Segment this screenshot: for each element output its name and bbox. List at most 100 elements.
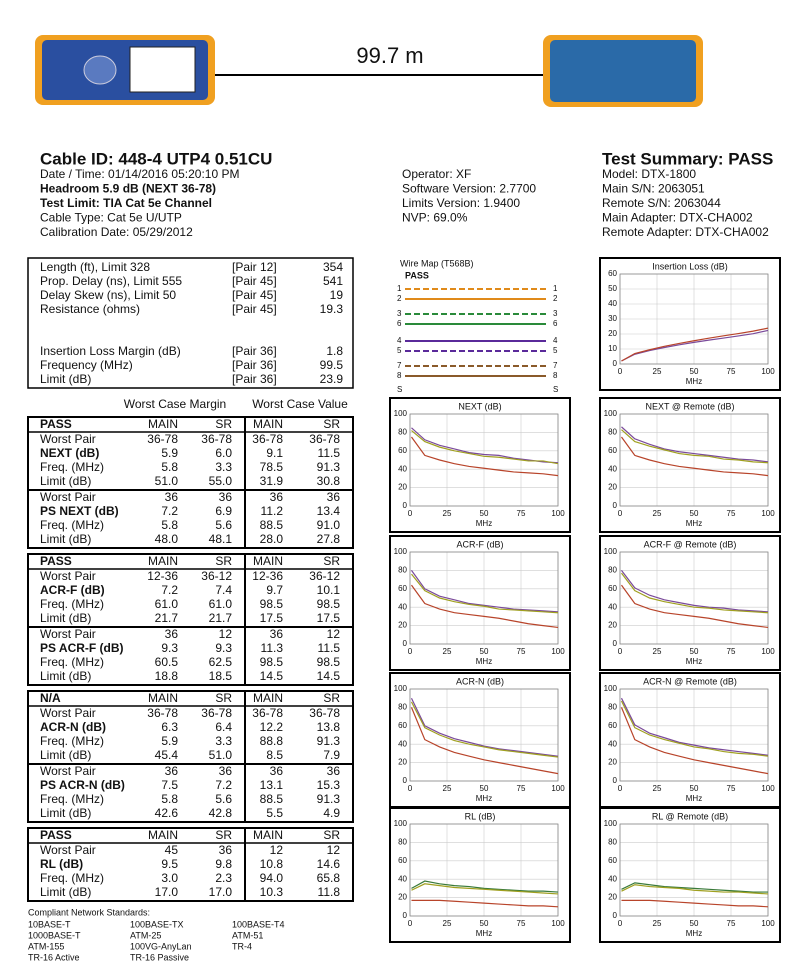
cell-value: 91.3 [317,460,341,474]
x-tick-label: 100 [761,919,775,928]
cell-value: 12 [219,627,233,641]
cell-value: 12-36 [147,569,178,583]
pin-label: S [397,385,402,394]
cell-value: 36 [219,490,233,504]
main-device [35,35,215,105]
series-line [410,584,559,629]
y-tick-label: 0 [613,639,618,648]
cell-value: 18.8 [155,669,179,683]
y-tick-label: 20 [608,621,617,630]
x-tick-label: 0 [408,919,413,928]
y-tick-label: 20 [398,893,407,902]
pair-label: [Pair 45] [232,302,277,316]
row-label: Limit (dB) [40,806,91,820]
cell-value: 36 [219,843,233,857]
row-label: Worst Pair [40,569,96,583]
row-value: 354 [323,260,343,274]
section-box [27,553,354,686]
row-label: PS NEXT (dB) [40,504,119,518]
cell-value: 65.8 [317,871,341,885]
cell-value: 7.2 [161,583,178,597]
cell-value: 4.9 [323,806,340,820]
chart-box [389,672,571,808]
plot-frame [409,551,559,645]
x-axis-label: MHz [476,657,492,666]
series-line [410,570,559,613]
chart-title: RL (dB) [465,811,496,821]
pair-label: [Pair 36] [232,358,277,372]
pin-label: 2 [553,294,558,303]
row-label: Worst Pair [40,706,96,720]
cell-value: 94.0 [260,871,284,885]
column-label: MAIN [148,554,178,568]
chart-box [599,672,781,808]
row-label: Limit (dB) [40,611,91,625]
y-tick-label: 80 [398,703,407,712]
y-tick-label: 30 [608,314,617,323]
row-label: Frequency (MHz) [40,358,133,372]
x-tick-label: 75 [727,919,736,928]
y-tick-label: 80 [608,838,617,847]
pin-label: 2 [397,294,402,303]
cell-value: 36-78 [252,706,283,720]
pin-label: 5 [397,346,402,355]
chart-box [389,535,571,671]
cell-value: 17.0 [209,885,233,899]
y-tick-label: 20 [608,483,617,492]
cell-value: 42.6 [155,806,179,820]
cell-value: 10.3 [260,885,284,899]
cell-value: 13.4 [317,504,341,518]
x-tick-label: 0 [408,509,413,518]
series-line [621,882,768,893]
cell-value: 7.2 [161,504,178,518]
cell-value: 55.0 [209,474,233,488]
cell-value: 98.5 [317,597,341,611]
wire-map-status: PASS [405,270,429,280]
row-label: Limit (dB) [40,372,91,386]
y-tick-label: 60 [398,446,407,455]
y-tick-label: 20 [398,483,407,492]
plot-frame [619,688,769,782]
row-label: PS ACR-F (dB) [40,641,124,655]
x-tick-label: 75 [517,509,526,518]
cell-value: 12 [327,627,341,641]
section-status: PASS [40,554,72,568]
cell-value: 15.3 [317,778,341,792]
cell-value: 91.0 [317,518,341,532]
series-line [620,700,769,757]
cell-value: 91.3 [317,792,341,806]
column-label: SR [215,554,232,568]
x-tick-label: 50 [480,509,489,518]
y-tick-label: 100 [394,684,408,693]
cell-value: 51.0 [209,748,233,762]
y-tick-label: 0 [613,501,618,510]
cell-value: 21.7 [209,611,233,625]
y-tick-label: 40 [608,602,617,611]
row-label: Limit (dB) [40,474,91,488]
cell-value: 5.6 [215,792,232,806]
y-tick-label: 0 [613,359,618,368]
section-status: PASS [40,417,72,431]
row-label: Limit (dB) [40,532,91,546]
header-line: Main S/N: 2063051 [602,182,705,196]
pair-label: [Pair 36] [232,344,277,358]
row-value: 541 [323,274,343,288]
chart-title: ACR-F @ Remote (dB) [644,539,737,549]
cell-value: 6.4 [215,720,232,734]
cell-value: 98.5 [317,655,341,669]
row-label: Limit (dB) [40,885,91,899]
cell-value: 36-78 [201,432,232,446]
y-tick-label: 80 [608,428,617,437]
y-tick-label: 60 [608,446,617,455]
cell-value: 36-12 [201,569,232,583]
chart-title: NEXT @ Remote (dB) [646,401,735,411]
row-label: Worst Pair [40,843,96,857]
cell-value: 61.0 [209,597,233,611]
y-tick-label: 20 [398,621,407,630]
x-tick-label: 25 [443,647,452,656]
column-label: MAIN [253,828,283,842]
column-header: Worst Case Margin [124,397,226,411]
x-tick-label: 0 [618,784,623,793]
plot-frame [619,823,769,917]
series-line [621,327,769,362]
